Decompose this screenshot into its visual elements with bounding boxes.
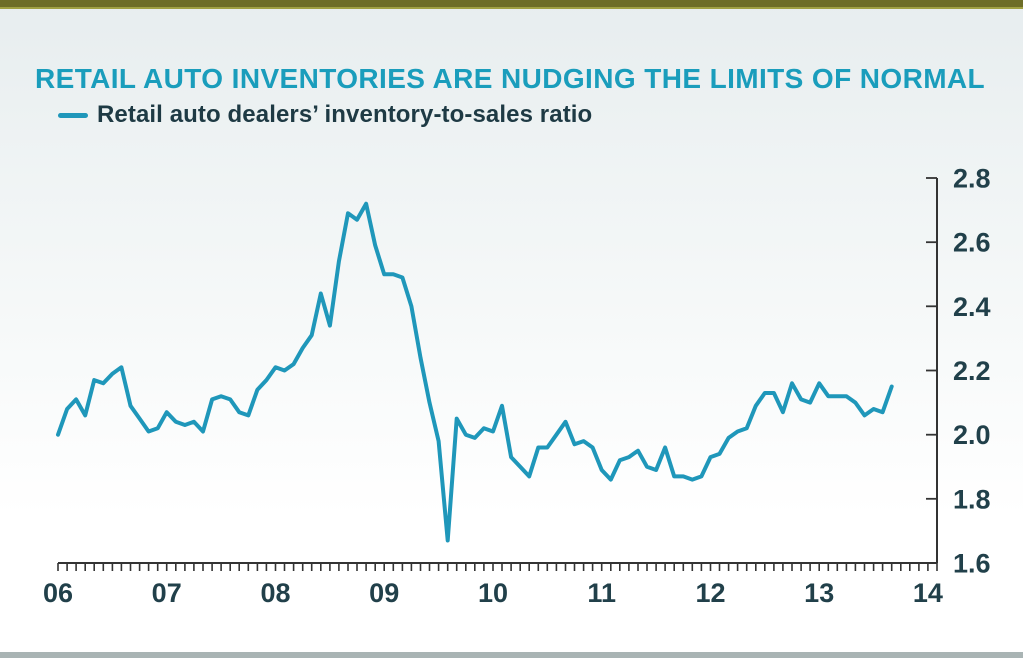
y-tick-label: 2.2 <box>953 356 991 386</box>
y-tick-label: 2.0 <box>953 420 991 450</box>
x-tick-label: 09 <box>369 578 399 608</box>
bottom-divider-bar <box>0 652 1023 658</box>
legend-label: Retail auto dealers’ inventory-to-sales … <box>97 101 593 128</box>
y-tick-label: 1.8 <box>953 484 991 514</box>
x-tick-label: 10 <box>478 578 508 608</box>
y-tick-label: 1.6 <box>953 549 991 579</box>
y-axis: 1.6 1.8 2.0 2.2 2.4 2.6 2.8 <box>926 164 991 579</box>
x-axis: 06 07 08 09 10 11 12 13 14 <box>43 562 943 608</box>
inventory-to-sales-line <box>56 201 894 543</box>
x-tick-label: 08 <box>260 578 290 608</box>
y-tick-label: 2.4 <box>953 292 991 322</box>
y-tick-label: 2.8 <box>953 164 991 194</box>
top-accent-sub-bar <box>0 7 1023 9</box>
x-tick-label: 14 <box>913 578 943 608</box>
legend-line-swatch-icon <box>58 113 88 118</box>
x-tick-label: 11 <box>587 578 616 608</box>
top-accent-bar <box>0 0 1023 7</box>
chart-title: RETAIL AUTO INVENTORIES ARE NUDGING THE … <box>35 62 986 94</box>
x-tick-label: 06 <box>43 578 73 608</box>
y-tick-label: 2.6 <box>953 228 991 258</box>
x-tick-label: 13 <box>804 578 834 608</box>
legend: Retail auto dealers’ inventory-to-sales … <box>58 101 592 129</box>
x-tick-label: 12 <box>695 578 725 608</box>
series-group <box>56 201 894 543</box>
x-tick-label: 07 <box>152 578 182 608</box>
